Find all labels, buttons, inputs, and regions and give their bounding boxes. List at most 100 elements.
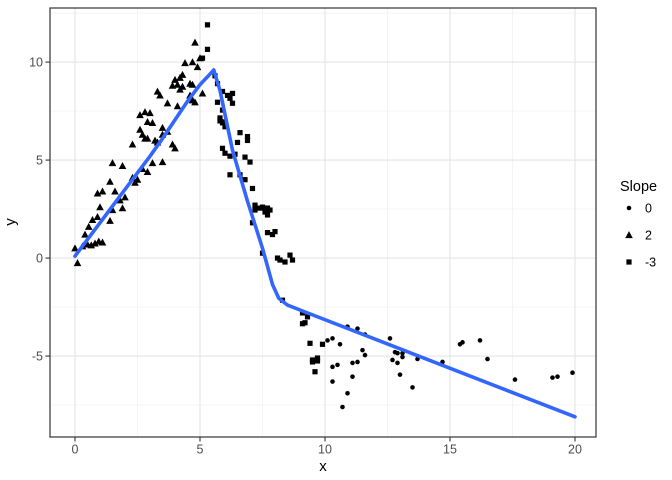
data-point-square	[299, 310, 306, 316]
data-point-square	[272, 229, 278, 235]
data-point-square	[227, 153, 233, 159]
data-point-square	[252, 202, 258, 208]
data-point-square	[319, 341, 326, 347]
data-point-triangle	[198, 89, 207, 97]
data-point-circle	[512, 377, 518, 382]
data-point-square	[244, 133, 251, 140]
data-point-triangle	[181, 59, 189, 67]
data-point-square	[242, 154, 248, 160]
y-tick-label: -5	[32, 349, 43, 363]
data-point-triangle	[93, 189, 102, 197]
data-point-triangle	[143, 167, 152, 175]
data-point-triangle	[91, 239, 99, 247]
smooth-line-layer	[73, 68, 577, 419]
data-point-triangle	[121, 193, 129, 201]
data-point-circle	[350, 360, 355, 366]
gridlines-minor	[50, 8, 596, 437]
data-point-triangle	[98, 187, 107, 195]
data-point-square	[264, 212, 271, 218]
data-point-triangle	[178, 70, 187, 78]
data-point-triangle	[158, 158, 167, 166]
data-point-circle	[390, 357, 395, 363]
data-point-square	[214, 99, 221, 105]
data-point-square	[224, 92, 231, 99]
data-point-circle	[330, 336, 335, 341]
data-point-triangle	[111, 187, 119, 195]
data-point-triangle	[108, 159, 117, 167]
data-point-square	[267, 207, 273, 213]
data-point-triangle	[191, 38, 199, 46]
data-point-square	[314, 355, 321, 361]
data-point-triangle	[188, 80, 197, 88]
data-point-square	[287, 252, 293, 258]
data-point-triangle	[151, 136, 159, 144]
data-point-triangle	[141, 108, 149, 116]
data-point-circle	[410, 385, 415, 390]
data-point-circle	[477, 338, 483, 343]
data-point-square	[257, 205, 263, 211]
data-point-square	[299, 321, 306, 327]
data-point-circle	[340, 404, 345, 410]
data-point-circle	[485, 356, 490, 362]
axis-tick-labels: 0 5 10 15 20 -5 0 5 10	[29, 55, 582, 456]
data-point-square	[277, 257, 283, 263]
data-point-circle	[570, 370, 575, 376]
data-point-square	[312, 369, 318, 375]
data-point-square	[252, 207, 258, 213]
x-tick-label: 20	[568, 443, 582, 457]
data-point-triangle	[176, 85, 184, 93]
data-point-triangle	[93, 213, 102, 221]
data-point-square	[269, 231, 276, 238]
data-point-circle	[335, 362, 340, 368]
legend-label--3: -3	[645, 256, 656, 270]
data-point-circle	[397, 372, 403, 377]
data-point-triangle	[87, 241, 96, 249]
data-point-circle	[330, 364, 335, 370]
data-point-square	[237, 130, 243, 136]
x-tick-label: 10	[318, 443, 332, 457]
data-point-circle	[460, 340, 465, 345]
data-point-circle	[550, 375, 555, 380]
y-axis-title: y	[2, 218, 19, 226]
data-point-square	[204, 46, 211, 52]
gridlines-major	[50, 8, 596, 437]
data-point-triangle	[118, 162, 127, 170]
data-point-triangle	[625, 231, 633, 239]
data-point-triangle	[173, 80, 182, 88]
data-point-triangle	[143, 117, 152, 125]
data-point-triangle	[173, 102, 182, 110]
data-point-square	[227, 172, 233, 178]
data-point-square	[229, 100, 236, 106]
x-axis-title: x	[319, 458, 327, 475]
data-point-triangle	[81, 230, 89, 238]
data-point-square	[307, 340, 313, 346]
data-point-triangle	[84, 222, 93, 230]
data-point-square	[314, 358, 321, 364]
y-tick-label: 5	[36, 153, 43, 167]
data-point-circle	[626, 205, 632, 211]
data-point-square	[222, 150, 228, 156]
data-point-triangle	[73, 259, 82, 267]
data-point-triangle	[193, 63, 202, 71]
data-point-triangle	[148, 118, 157, 126]
x-tick-label: 5	[197, 443, 204, 457]
data-point-triangle	[171, 144, 179, 152]
data-point-triangle	[96, 203, 104, 211]
data-point-square	[217, 115, 223, 121]
plot-panel	[50, 8, 596, 437]
data-point-triangle	[163, 99, 172, 107]
data-point-triangle	[88, 215, 97, 223]
data-point-square	[219, 120, 226, 126]
data-point-square	[242, 177, 248, 183]
data-point-square	[626, 259, 632, 265]
data-point-circle	[330, 379, 335, 384]
data-point-circle	[345, 390, 350, 396]
data-point-triangle	[148, 159, 157, 167]
data-point-square	[234, 139, 241, 146]
data-point-circle	[400, 354, 405, 360]
data-point-triangle	[171, 75, 179, 83]
data-point-square	[304, 314, 311, 320]
data-point-circle	[355, 359, 360, 365]
